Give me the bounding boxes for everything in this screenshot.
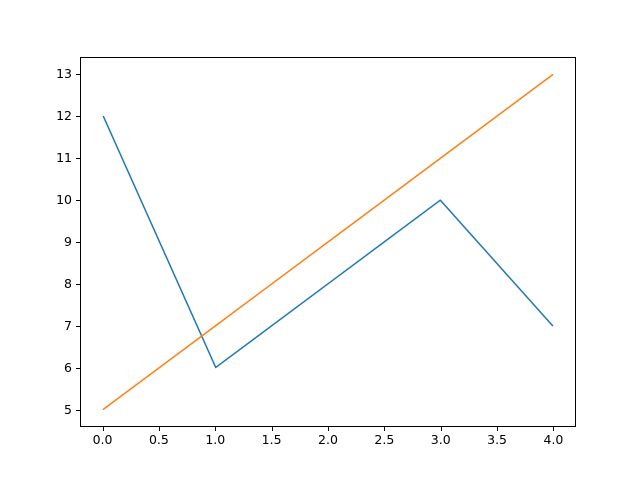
x-tick-label: 3.0 (430, 432, 451, 447)
y-tick-label: 9 (64, 233, 72, 249)
plot-lines (102, 73, 554, 411)
y-tick-label: 6 (64, 359, 72, 375)
y-tick-mark (76, 242, 80, 243)
y-tick-label: 10 (56, 191, 72, 207)
x-tick-mark (441, 427, 442, 431)
y-tick-mark (76, 74, 80, 75)
y-tick-label: 11 (56, 149, 72, 165)
y-tick-label: 7 (64, 317, 72, 333)
y-tick-label: 12 (56, 107, 72, 123)
line-series-2 (102, 73, 554, 411)
y-tick-mark (76, 158, 80, 159)
y-tick-mark (76, 410, 80, 411)
y-tick-mark (76, 326, 80, 327)
y-tick-label: 8 (64, 275, 72, 291)
x-tick-mark (553, 427, 554, 431)
x-tick-label: 2.0 (318, 432, 338, 447)
x-tick-mark (103, 427, 104, 431)
x-tick-mark (384, 427, 385, 431)
x-tick-label: 1.0 (205, 432, 226, 447)
x-tick-label: 0.5 (148, 432, 169, 447)
x-tick-mark (272, 427, 273, 431)
plot-axes (80, 57, 576, 427)
x-tick-mark (328, 427, 329, 431)
y-tick-mark (76, 284, 80, 285)
x-tick-label: 4.0 (543, 432, 564, 447)
x-tick-mark (215, 427, 216, 431)
x-tick-label: 3.5 (487, 432, 508, 447)
y-tick-mark (76, 116, 80, 117)
line-series-1 (102, 115, 554, 369)
x-tick-label: 0.0 (92, 432, 113, 447)
x-tick-mark (159, 427, 160, 431)
x-tick-label: 2.5 (374, 432, 395, 447)
x-tick-mark (497, 427, 498, 431)
y-tick-label: 5 (64, 401, 72, 417)
y-tick-label: 13 (56, 65, 72, 81)
x-tick-label: 1.5 (261, 432, 282, 447)
y-tick-mark (76, 200, 80, 201)
y-tick-mark (76, 368, 80, 369)
